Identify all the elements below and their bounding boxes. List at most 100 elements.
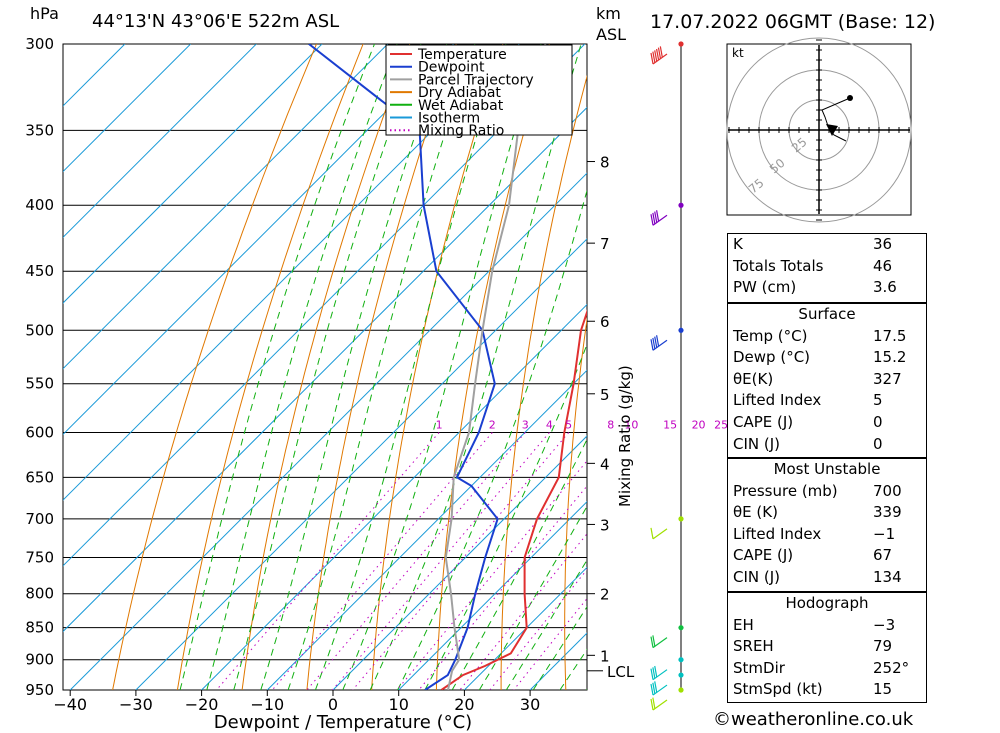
- series-line: [444, 44, 547, 690]
- wind-level-dot: [678, 516, 684, 522]
- wind-barb-feather: [650, 683, 654, 696]
- most-unstable-row: CAPE (J) 67: [728, 545, 926, 567]
- most-unstable-row: CIN (J) 134: [728, 567, 926, 589]
- wind-barb-feather: [650, 698, 654, 711]
- legend-label: Dewpoint: [418, 60, 485, 76]
- asl-unit-label: ASL: [596, 25, 627, 44]
- pressure-unit-label: hPa: [30, 4, 59, 23]
- mixing-ratio-line: [332, 432, 550, 690]
- wind-level-dot: [678, 202, 684, 208]
- legend-label: Dry Adiabat: [418, 85, 501, 101]
- hodograph-key: EH: [733, 615, 754, 634]
- temperature-tick-label: −30: [119, 695, 153, 714]
- surface-value: 5: [873, 391, 883, 410]
- isotherm-line: [63, 44, 454, 436]
- mixing-ratio-label: 25: [714, 418, 728, 431]
- isotherm-line: [63, 106, 587, 633]
- wet-adiabat-line: [233, 44, 422, 690]
- isotherm-line: [63, 44, 586, 567]
- wind-barb-feather: [650, 339, 654, 351]
- wet-adiabat-line: [369, 44, 582, 690]
- most-unstable-value: −1: [873, 524, 896, 543]
- index-row: K 36: [728, 234, 926, 256]
- temperature-tick-label: 20: [454, 695, 474, 714]
- wind-level-dot: [678, 672, 684, 678]
- mixing-ratio-label: 5: [565, 418, 572, 431]
- legend-label: Wet Adiabat: [418, 98, 504, 114]
- temperature-tick-label: −20: [185, 695, 219, 714]
- surface-key: θE(K): [733, 369, 774, 388]
- wind-barb-feather: [650, 52, 654, 65]
- wind-barb: [650, 697, 668, 711]
- hodograph-key: StmSpd (kt): [733, 680, 823, 699]
- km-tick-label: 8: [600, 154, 610, 172]
- hodograph-panel: Hodograph EH −3 SREH 79 StmDir 252° StmSpd (kt…: [727, 592, 927, 703]
- temperature-tick-label: 0: [328, 695, 338, 714]
- pressure-tick-label: 900: [25, 651, 54, 669]
- index-key: Totals Totals: [733, 256, 824, 275]
- wind-level-dot: [678, 687, 684, 693]
- isotherm-line: [69, 172, 587, 690]
- hodograph-row: EH −3: [728, 615, 926, 637]
- surface-key: Dewp (°C): [733, 348, 811, 367]
- dry-adiabat-line: [435, 44, 550, 690]
- mixing-ratio-label: 1: [436, 418, 443, 431]
- location-label: 44°13'N 43°06'E 522m ASL: [92, 11, 340, 32]
- km-unit-label: km: [596, 4, 621, 23]
- wind-level-dot: [678, 625, 684, 631]
- km-tick-label: 2: [600, 586, 610, 604]
- wind-barb-feather: [652, 337, 656, 350]
- wind-barb: [650, 527, 668, 540]
- surface-rows: Temp (°C) 17.5 Dewp (°C) 15.2 θE(K) 327 Lifted…: [728, 326, 926, 456]
- wind-level-dot: [678, 657, 684, 663]
- mixing-ratio-line: [459, 533, 587, 690]
- hodograph-key: StmDir: [733, 658, 785, 677]
- temperature-tick-label: −10: [250, 695, 284, 714]
- mixing-ratio-label: 10: [624, 418, 638, 431]
- mixing-ratio-label: 4: [546, 418, 553, 431]
- surface-value: 15.2: [873, 348, 907, 367]
- wind-barb: [650, 335, 668, 351]
- lcl-label: LCL: [607, 663, 635, 681]
- mixing-ratio-label: 8: [607, 418, 614, 431]
- dry-adiabat-lines: [112, 44, 587, 690]
- surface-value: 17.5: [873, 326, 907, 345]
- wind-barb-feather: [654, 681, 658, 693]
- mixing-ratio-line: [306, 432, 526, 690]
- wind-barb-feather: [654, 336, 658, 348]
- most-unstable-key: Pressure (mb): [733, 481, 838, 500]
- surface-key: CAPE (J): [733, 412, 794, 431]
- most-unstable-key: θE (K): [733, 503, 778, 522]
- hodograph-row: SREH 79: [728, 636, 926, 658]
- wind-level-dot: [678, 327, 684, 333]
- most-unstable-row: Lifted Index −1: [728, 524, 926, 546]
- index-key: K: [733, 235, 743, 253]
- legend-box: [385, 44, 573, 136]
- wind-barb-feather: [659, 46, 663, 58]
- wind-barb-shaft: [652, 528, 668, 540]
- indices-panel: K 36 Totals Totals 46 PW (cm) 3.6: [727, 233, 927, 303]
- pressure-tick-label: 950: [25, 681, 54, 699]
- most-unstable-value: 67: [873, 546, 893, 565]
- wind-barb-feather: [650, 668, 654, 680]
- surface-title: Surface: [798, 305, 856, 323]
- isotherm-line: [332, 435, 587, 690]
- copyright-link[interactable]: ©weatheronline.co.uk: [713, 709, 914, 730]
- surface-row: Lifted Index 5: [728, 390, 926, 412]
- legend-label: Parcel Trajectory: [418, 72, 534, 88]
- index-row: PW (cm) 3.6: [728, 277, 926, 299]
- wind-barb-feather: [656, 335, 660, 347]
- pressure-tick-label: 750: [25, 549, 54, 567]
- mixing-ratio-line: [271, 432, 493, 690]
- axes: −40 −30 −20 −10 0 10 20 30 Dewpoint / Temperatur…: [53, 154, 635, 733]
- surface-value: 0: [873, 434, 883, 453]
- hodograph-row: StmSpd (kt) 15: [728, 679, 926, 701]
- surface-row: CIN (J) 0: [728, 434, 926, 456]
- most-unstable-value: 339: [873, 503, 902, 522]
- index-value: 46: [873, 256, 893, 275]
- wind-barb-feather: [654, 211, 658, 223]
- wind-level-dot: [678, 41, 684, 47]
